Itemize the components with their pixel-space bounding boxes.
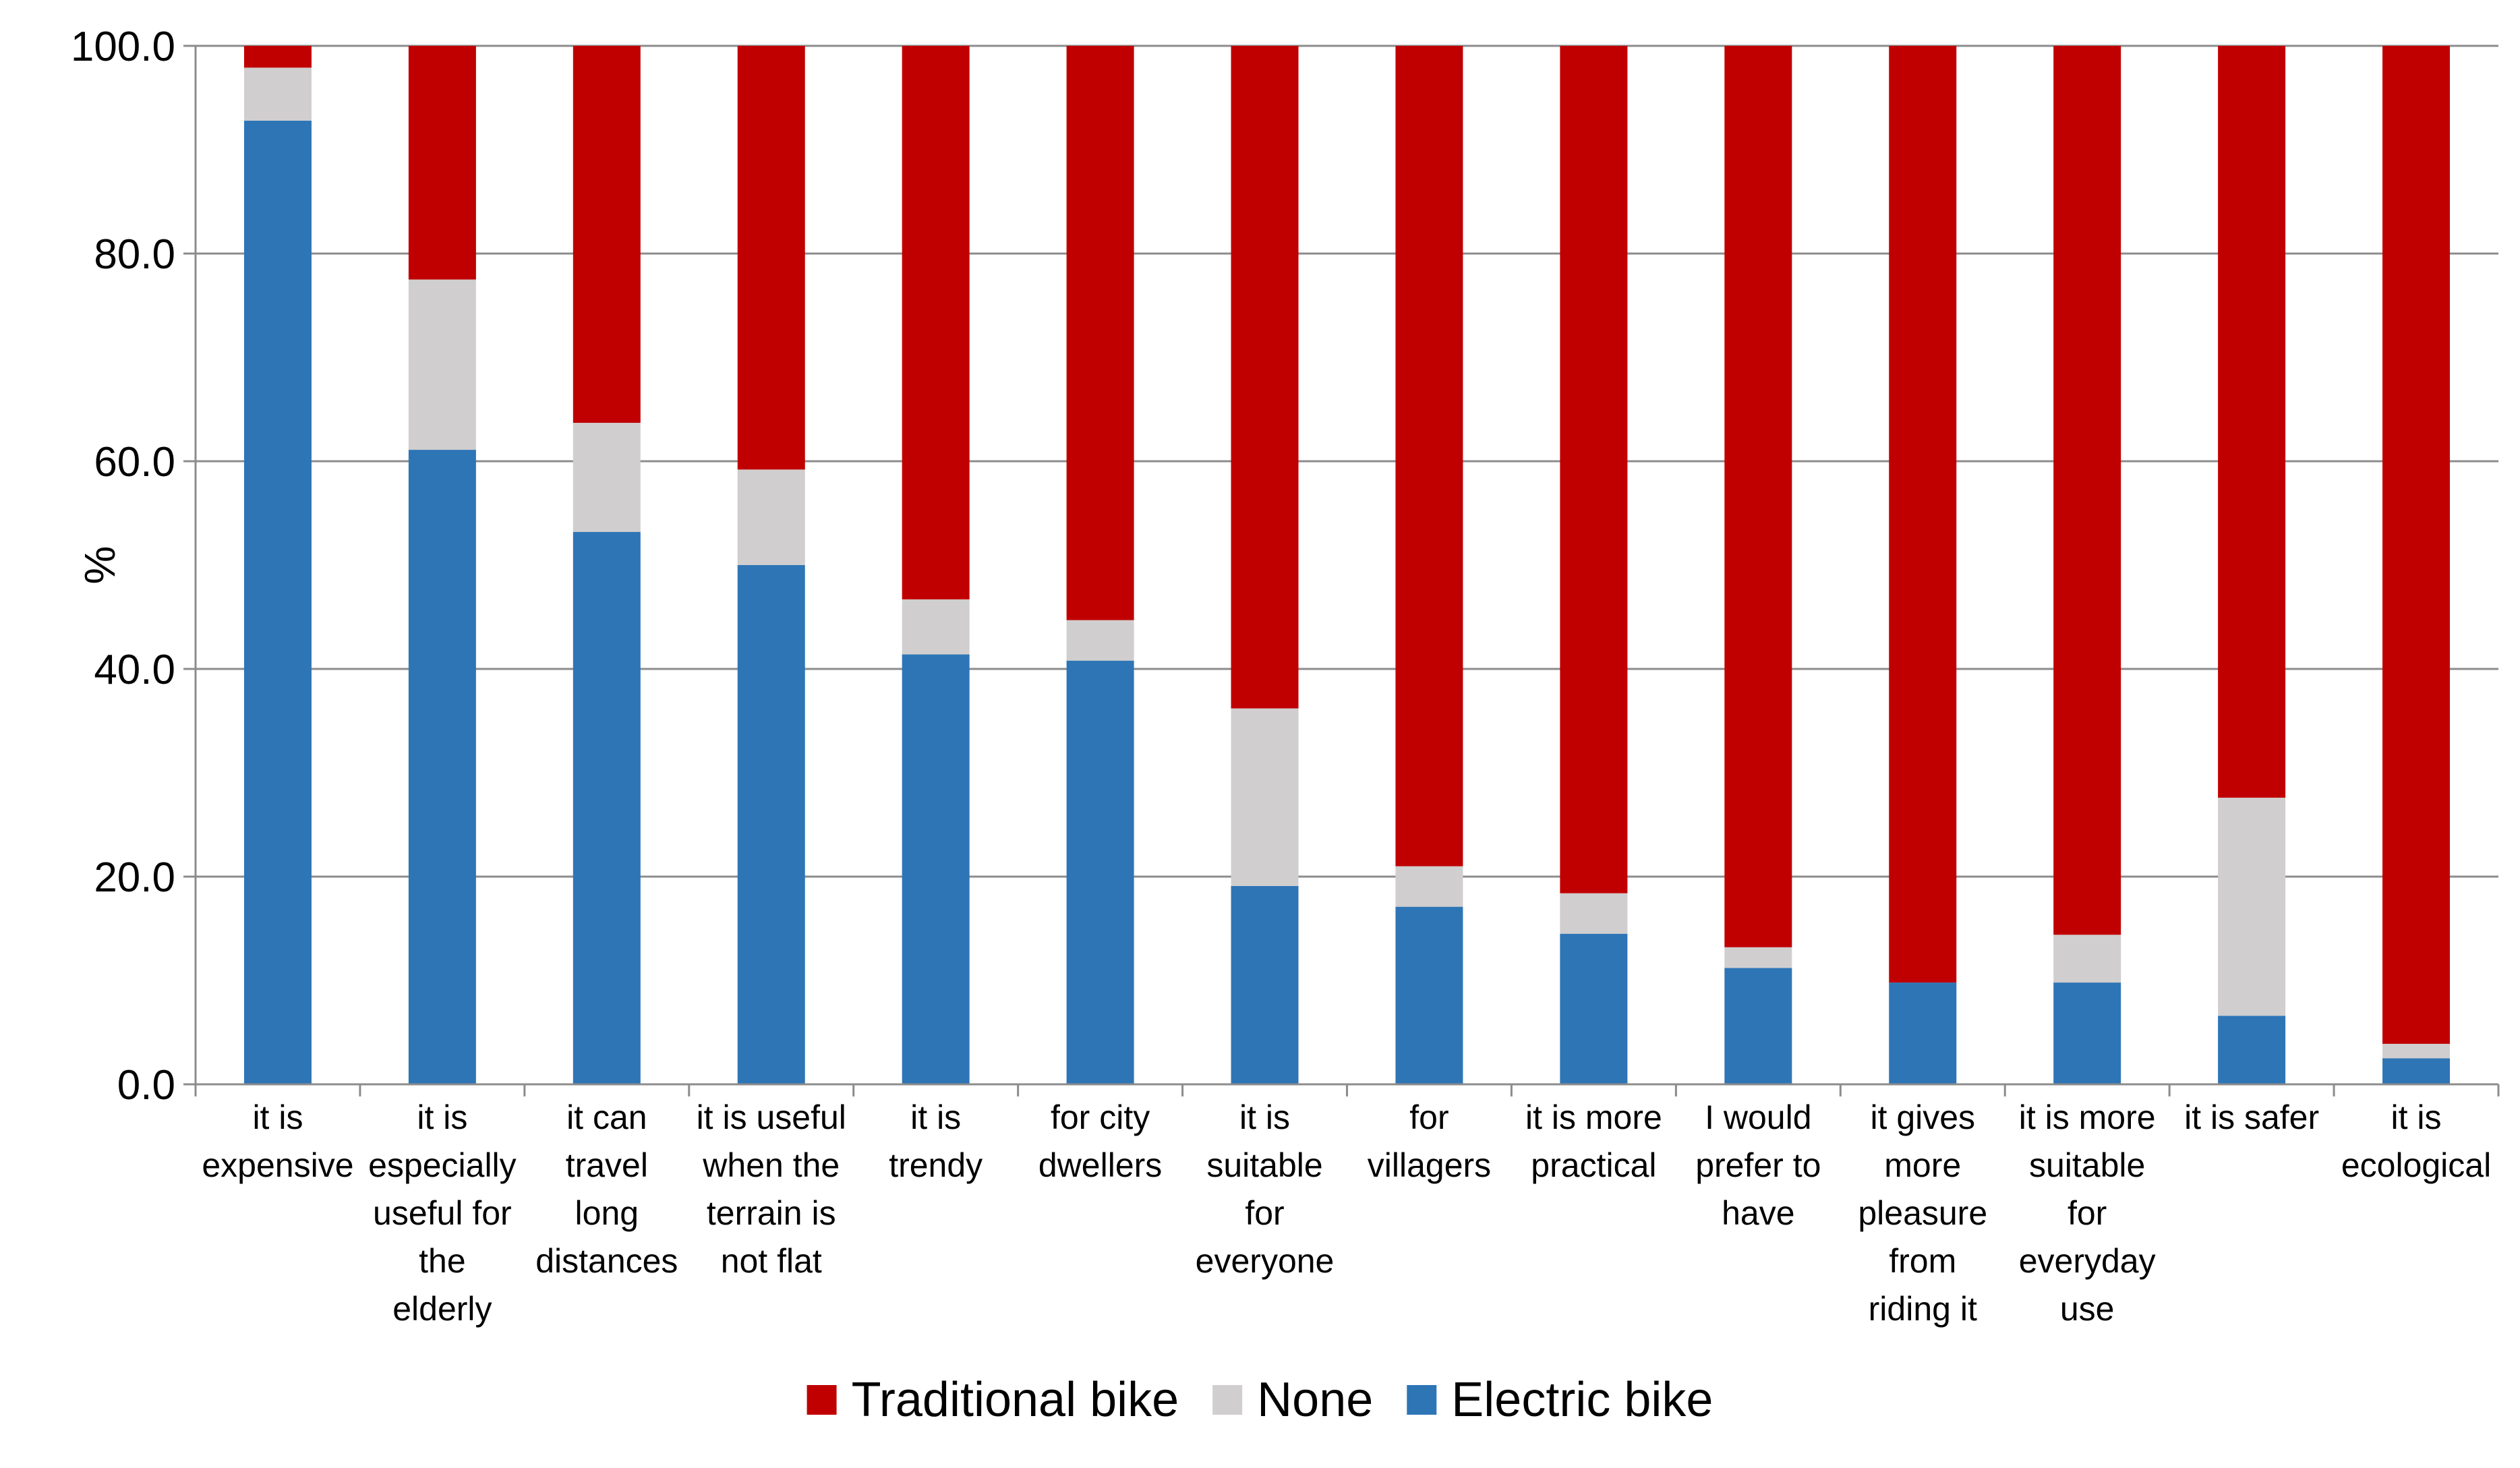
y-tick-labels: 0.0 20.0 40.0 60.0 80.0 100.0 <box>71 24 175 1109</box>
y-tick-label: 100.0 <box>71 24 175 70</box>
bar-segment-none <box>1560 893 1628 934</box>
y-tick-label: 40.0 <box>94 647 175 693</box>
legend-swatch <box>1212 1385 1243 1415</box>
bar-segment-electric-bike <box>1231 885 1299 1084</box>
x-tick-label: it is more suitable for everyday use <box>2019 1098 2156 1328</box>
bar-segment-traditional-bike <box>573 46 641 423</box>
x-tick-label: it can travel long distances <box>535 1098 678 1280</box>
x-tick-label: it is trendy <box>889 1098 983 1184</box>
bar-segment-electric-bike <box>1724 968 1792 1084</box>
bar-segment-none <box>1231 708 1299 886</box>
bar-segment-none <box>2382 1043 2451 1059</box>
bar-segment-traditional-bike <box>737 46 805 470</box>
y-tick-label: 80.0 <box>94 231 175 278</box>
bar-segment-traditional-bike <box>2218 46 2286 798</box>
bar-segment-none <box>1395 866 1463 907</box>
bar-segment-electric-bike <box>1889 982 1957 1084</box>
bar-segment-none <box>1724 947 1792 968</box>
bar-segment-traditional-bike <box>902 46 970 599</box>
legend: Traditional bike None Electric bike <box>807 1373 1713 1427</box>
bar-segment-none <box>737 469 805 565</box>
legend-item-traditional-bike: Traditional bike <box>807 1373 1179 1427</box>
bar-segment-electric-bike <box>1066 660 1134 1084</box>
gridlines <box>196 45 2498 878</box>
bar-segment-none <box>2053 935 2121 983</box>
bar-segment-traditional-bike <box>408 46 476 280</box>
bar-segment-electric-bike <box>1395 906 1463 1084</box>
x-tick-label: I would prefer to have <box>1695 1098 1821 1232</box>
bar-segment-traditional-bike <box>243 46 312 68</box>
bar-segment-none <box>902 599 970 655</box>
bar-segment-traditional-bike <box>1066 46 1134 620</box>
legend-label: Traditional bike <box>852 1373 1179 1427</box>
x-tick-label: for city dwellers <box>1038 1098 1162 1184</box>
bar-segment-none <box>573 423 641 532</box>
bar-segment-traditional-bike <box>1395 46 1463 867</box>
y-axis-label: % <box>76 546 124 585</box>
bar-segment-electric-bike <box>2382 1058 2451 1084</box>
bar-segment-traditional-bike <box>2053 46 2121 935</box>
x-tick-label: it is ecological <box>2341 1098 2491 1184</box>
bar-segment-traditional-bike <box>1889 46 1957 983</box>
bar-segment-electric-bike <box>902 654 970 1084</box>
x-tick-label: for villagers <box>1368 1098 1491 1184</box>
bar-segment-none <box>408 279 476 450</box>
bar-segment-none <box>1066 620 1134 661</box>
legend-label: None <box>1257 1373 1373 1427</box>
bar-segment-traditional-bike <box>1560 46 1628 893</box>
bar-segment-electric-bike <box>2218 1016 2286 1084</box>
bar-segment-electric-bike <box>408 450 476 1084</box>
x-tick-label: it is safer <box>2184 1098 2319 1136</box>
axes <box>183 45 2500 1096</box>
bar-segment-electric-bike <box>2053 982 2121 1084</box>
x-tick-label: it is expensive <box>202 1098 353 1184</box>
y-tick-label: 20.0 <box>94 854 175 901</box>
legend-swatch <box>807 1385 837 1415</box>
legend-swatch <box>1407 1385 1437 1415</box>
y-tick-label: 0.0 <box>117 1062 175 1109</box>
bars-group <box>243 46 2451 1084</box>
x-tick-label: it is suitable for everyone <box>1196 1098 1335 1280</box>
bar-segment-none <box>243 67 312 121</box>
x-tick-label: it is useful when the terrain is not flat <box>697 1098 846 1280</box>
x-tick-label: it is more practical <box>1525 1098 1662 1184</box>
bar-segment-traditional-bike <box>1231 46 1299 709</box>
legend-item-electric-bike: Electric bike <box>1407 1373 1713 1427</box>
bar-segment-traditional-bike <box>2382 46 2451 1044</box>
bar-segment-electric-bike <box>1560 933 1628 1084</box>
bar-segment-electric-bike <box>243 120 312 1084</box>
y-tick-label: 60.0 <box>94 439 175 486</box>
x-tick-label: it gives more pleasure from riding it <box>1858 1098 1987 1328</box>
x-tick-label: it is especially useful for the elderly <box>368 1098 517 1328</box>
legend-item-none: None <box>1212 1373 1373 1427</box>
bar-segment-none <box>2218 797 2286 1016</box>
bar-segment-traditional-bike <box>1724 46 1792 947</box>
bar-segment-electric-bike <box>737 565 805 1084</box>
legend-label: Electric bike <box>1451 1373 1713 1427</box>
bar-segment-electric-bike <box>573 531 641 1084</box>
